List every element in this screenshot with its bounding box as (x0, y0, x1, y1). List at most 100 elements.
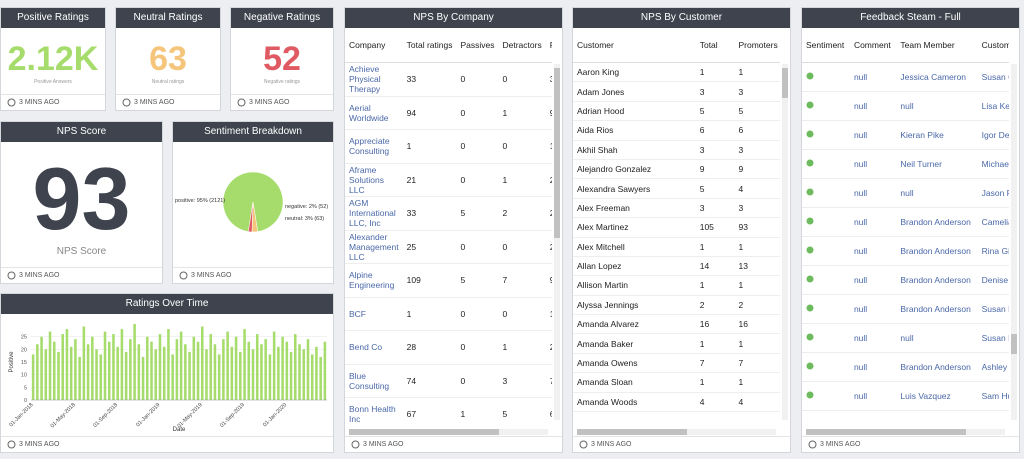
table-cell: 93 (734, 217, 780, 238)
bar (137, 344, 141, 400)
table-row: Allison Martin 1 1 (573, 275, 780, 296)
pie-chart: positive: 95% (2121) negative: 2% (52) neu… (175, 171, 328, 233)
table-cell: 93 (545, 96, 552, 130)
table-cell: 1 (695, 372, 735, 393)
bar (294, 334, 297, 400)
x-tick-label: 01-Sep-2019 (219, 402, 246, 429)
table-cell: Alex Freeman (573, 198, 696, 219)
table-cell: Jason Russo (977, 178, 1009, 208)
table-cell: 4 (734, 392, 780, 413)
table-cell: null (849, 207, 897, 237)
table-cell: 7 (695, 353, 735, 374)
table-cell: 1 (402, 297, 457, 331)
table-row: Alejandro Gonzalez 9 9 (573, 159, 780, 180)
table-row: Amanda Baker 1 1 (573, 333, 780, 354)
card-footer: 3 MINS AGO (345, 436, 562, 452)
sentiment-cell (802, 352, 850, 382)
table-cell: null (896, 178, 978, 208)
table-cell: 1 (695, 62, 735, 83)
table-cell: null (849, 381, 897, 411)
card-footer: 3 MINS AGO (1, 436, 333, 452)
bar (310, 354, 314, 400)
table-cell: Kieran Pike (896, 120, 978, 150)
bar (319, 356, 322, 400)
column-header: Promoters (734, 28, 780, 63)
card-title: Neutral Ratings (116, 8, 220, 28)
table-cell: 21 (402, 163, 457, 197)
table-cell: Susan Gordon (977, 62, 1009, 92)
table-cell: Brandon Anderson (896, 207, 978, 237)
bar (36, 344, 39, 400)
column-header: Passives (456, 28, 499, 63)
bar (230, 346, 234, 400)
bar (103, 331, 107, 400)
card-footer: 3 MINS AGO (1, 94, 105, 110)
table-cell: Amanda Sloan (573, 372, 696, 393)
footer-text: 3 MINS AGO (249, 99, 290, 106)
kpi-card: Positive Ratings 2.12K Positive Answers … (0, 7, 106, 111)
table-cell: 5 (734, 101, 780, 122)
scrollbar (1011, 64, 1017, 420)
bar (158, 334, 162, 400)
table-cell: Sam Hummel (977, 381, 1009, 411)
bar (243, 329, 246, 400)
table-cell: null (849, 323, 897, 353)
table-cell: null (849, 62, 897, 92)
nps-label: NPS Score (56, 246, 107, 257)
table-cell: 5 (695, 101, 735, 122)
table-cell: 28 (402, 330, 457, 365)
table-cell: Rina Giles (977, 236, 1009, 266)
y-tick-label: 5 (24, 385, 27, 391)
footer-text: 3 MINS AGO (19, 99, 60, 106)
sentiment-cell (802, 178, 850, 208)
table-cell: 1 (545, 129, 552, 164)
card-title: Feedback Steam - Full (802, 8, 1019, 28)
bar (154, 349, 158, 400)
table-cell: 1 (734, 275, 780, 296)
table-cell: 3 (734, 198, 780, 219)
column-header: Total ratings (402, 28, 457, 63)
table-row: Aida Rios 6 6 (573, 120, 780, 141)
bar (184, 344, 187, 400)
table-cell: 0 (498, 62, 546, 97)
bar (302, 349, 306, 400)
table-cell: Susan Romero (977, 323, 1009, 353)
bar (44, 349, 48, 400)
bar (175, 339, 179, 400)
table-cell: Achieve Physical Therapy (345, 62, 403, 97)
table-row: Aaron King 1 1 (573, 62, 780, 83)
table-cell: Blue Consulting (345, 364, 403, 398)
table-cell: 1 (695, 333, 735, 354)
bar (120, 329, 124, 400)
bar (61, 334, 64, 400)
x-tick-label: 01-Jan-2020 (262, 402, 288, 428)
x-tick-label: 01-Sep-2018 (92, 402, 119, 429)
bar (78, 356, 81, 400)
bar (188, 351, 191, 400)
table-cell: Amanda Owens (573, 353, 696, 374)
table-row: Akhil Shah 3 3 (573, 140, 780, 160)
table-cell: 2 (695, 295, 735, 316)
kpi-value: 2.12K (7, 40, 99, 78)
table-row: Blue Consulting740371 (345, 364, 552, 398)
scrollbar (806, 429, 1005, 435)
table-row: Alpine Engineering1095797 (345, 263, 552, 298)
table-cell: 0 (456, 364, 499, 398)
y-tick-label: 10 (21, 373, 27, 379)
bar (264, 339, 267, 400)
table-cell: 3 (734, 140, 780, 160)
x-tick-label: 01-May-2019 (177, 402, 204, 429)
table-cell: Allison Martin (573, 275, 696, 296)
table-row: Aerial Worldwide940193 (345, 96, 552, 130)
table-row: Bend Co280127 (345, 330, 552, 365)
bar (239, 351, 242, 400)
table-cell: 1 (456, 397, 499, 423)
table: Customer Total Promoters Aaron King 1 1 Adam J… (573, 28, 780, 413)
table-cell: 1 (695, 275, 735, 296)
table-cell: Adrian Hood (573, 101, 696, 122)
table-cell: Michael Hay (977, 149, 1009, 179)
footer-text: 3 MINS AGO (191, 272, 232, 279)
